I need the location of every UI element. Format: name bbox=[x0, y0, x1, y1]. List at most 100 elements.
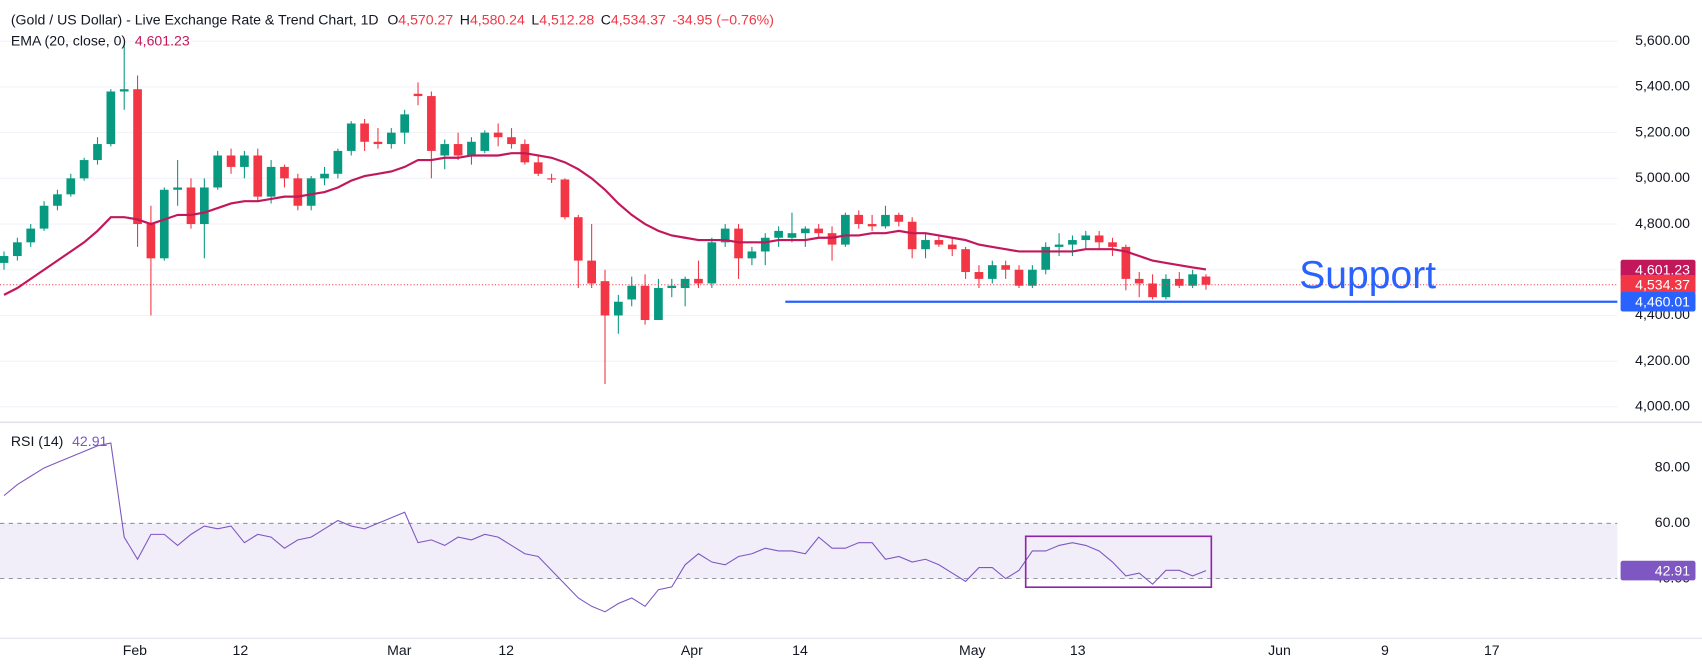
candle-body bbox=[53, 194, 62, 206]
candle-body bbox=[680, 278, 690, 289]
candle-body bbox=[39, 205, 49, 229]
candle-body bbox=[26, 228, 36, 243]
candle-body bbox=[694, 278, 703, 284]
x-tick-label: 13 bbox=[1070, 642, 1086, 658]
candle-body bbox=[1134, 278, 1144, 284]
candle-body bbox=[800, 228, 810, 234]
candle-body bbox=[440, 144, 450, 156]
candle-body bbox=[346, 123, 356, 151]
candle-body bbox=[760, 237, 770, 252]
chart-title: (Gold / US Dollar) - Live Exchange Rate … bbox=[11, 11, 379, 27]
marks bbox=[0, 43, 1618, 613]
candle-body bbox=[360, 123, 369, 142]
rsi-legend: RSI (14) 42.91 bbox=[11, 433, 108, 449]
candle-body bbox=[1028, 269, 1037, 286]
price-badge bbox=[1620, 560, 1696, 581]
candle-body bbox=[934, 240, 944, 245]
candle-body bbox=[386, 132, 396, 145]
y-tick-label: 5,600.00 bbox=[1635, 32, 1690, 48]
candle-body bbox=[667, 285, 677, 289]
candle-body bbox=[974, 272, 984, 279]
x-tick-label: May bbox=[959, 642, 987, 658]
ema-value: 4,601.23 bbox=[135, 32, 190, 48]
candle-body bbox=[720, 228, 730, 243]
candle-body bbox=[814, 228, 824, 234]
x-tick-label: 17 bbox=[1484, 642, 1500, 658]
y-tick-label: 4,800.00 bbox=[1635, 215, 1690, 231]
candle-body bbox=[333, 150, 343, 174]
candle-body bbox=[1081, 235, 1091, 241]
candle-body bbox=[226, 155, 236, 167]
support-label: Support bbox=[1299, 254, 1436, 297]
candle-body bbox=[493, 132, 503, 138]
candle-body bbox=[173, 187, 182, 190]
candle-body bbox=[1188, 274, 1197, 286]
candle-body bbox=[747, 251, 757, 259]
candle-body bbox=[213, 155, 223, 188]
candle-body bbox=[79, 160, 89, 179]
price-badge bbox=[1620, 259, 1696, 280]
ohlc-key: L bbox=[531, 11, 539, 27]
y-tick-label: 80.00 bbox=[1655, 459, 1690, 475]
rsi-value: 42.91 bbox=[72, 433, 107, 449]
candle-body bbox=[640, 285, 650, 321]
price-badge-label: 4,534.37 bbox=[1635, 277, 1690, 293]
candle-body bbox=[373, 141, 383, 145]
grid bbox=[0, 40, 1702, 639]
candle-body bbox=[93, 144, 102, 161]
rsi-name: RSI (14) bbox=[11, 433, 64, 449]
candle-body bbox=[1001, 265, 1011, 270]
y-tick-label: 5,000.00 bbox=[1635, 169, 1690, 185]
candle-body bbox=[961, 249, 970, 273]
y-tick-label: 5,400.00 bbox=[1635, 78, 1690, 94]
ohlc-value: 4,570.27 bbox=[398, 11, 453, 27]
candle-body bbox=[1041, 246, 1051, 270]
candle-body bbox=[253, 155, 263, 197]
candle-body bbox=[707, 242, 717, 284]
candle-body bbox=[827, 233, 837, 245]
candle-body bbox=[907, 221, 917, 250]
ema-legend: EMA (20, close, 0) 4,601.23 bbox=[11, 32, 190, 48]
rsi-band bbox=[0, 523, 1618, 579]
candle-body bbox=[1014, 269, 1024, 286]
candle-body bbox=[133, 89, 142, 225]
candle-body bbox=[614, 301, 623, 316]
candle-body bbox=[427, 96, 436, 151]
candle-body bbox=[547, 178, 556, 180]
candle-body bbox=[947, 244, 957, 250]
candle-body bbox=[66, 178, 76, 195]
labels: 5,600.00 5,400.00 5,200.00 5,000.00 4,800.00… bbox=[123, 32, 1696, 658]
x-tick-label: Jun bbox=[1268, 642, 1291, 658]
ema-line bbox=[3, 152, 1207, 296]
candle-body bbox=[400, 114, 410, 133]
candle-body bbox=[587, 260, 596, 284]
x-tick-label: 9 bbox=[1381, 642, 1389, 658]
change: -34.95 (−0.76%) bbox=[672, 11, 774, 27]
ohlc-key: H bbox=[460, 11, 470, 27]
candle-body bbox=[1161, 278, 1171, 298]
x-tick-label: 12 bbox=[498, 642, 514, 658]
price-badge-label: 4,460.01 bbox=[1635, 294, 1690, 310]
x-tick-label: Mar bbox=[387, 642, 412, 658]
ohlc-value: 4,534.37 bbox=[611, 11, 666, 27]
candle-body bbox=[734, 228, 743, 259]
candle-body bbox=[159, 189, 169, 259]
candle-body bbox=[306, 178, 316, 206]
candle-body bbox=[600, 281, 610, 316]
candle-body bbox=[507, 137, 516, 145]
candle-body bbox=[774, 230, 783, 238]
candle-body bbox=[186, 187, 196, 225]
candle-body bbox=[320, 173, 329, 179]
candle-body bbox=[854, 214, 864, 225]
candle-body bbox=[1148, 283, 1157, 298]
x-tick-label: Apr bbox=[681, 642, 703, 658]
rsi-line bbox=[3, 442, 1207, 613]
candle-body bbox=[533, 162, 543, 174]
candle-body bbox=[867, 224, 877, 227]
candle-body bbox=[106, 91, 116, 145]
y-tick-label: 4,000.00 bbox=[1635, 398, 1690, 414]
candle-body bbox=[1108, 242, 1117, 247]
price-badge bbox=[1620, 274, 1696, 295]
candle-body bbox=[280, 166, 289, 179]
